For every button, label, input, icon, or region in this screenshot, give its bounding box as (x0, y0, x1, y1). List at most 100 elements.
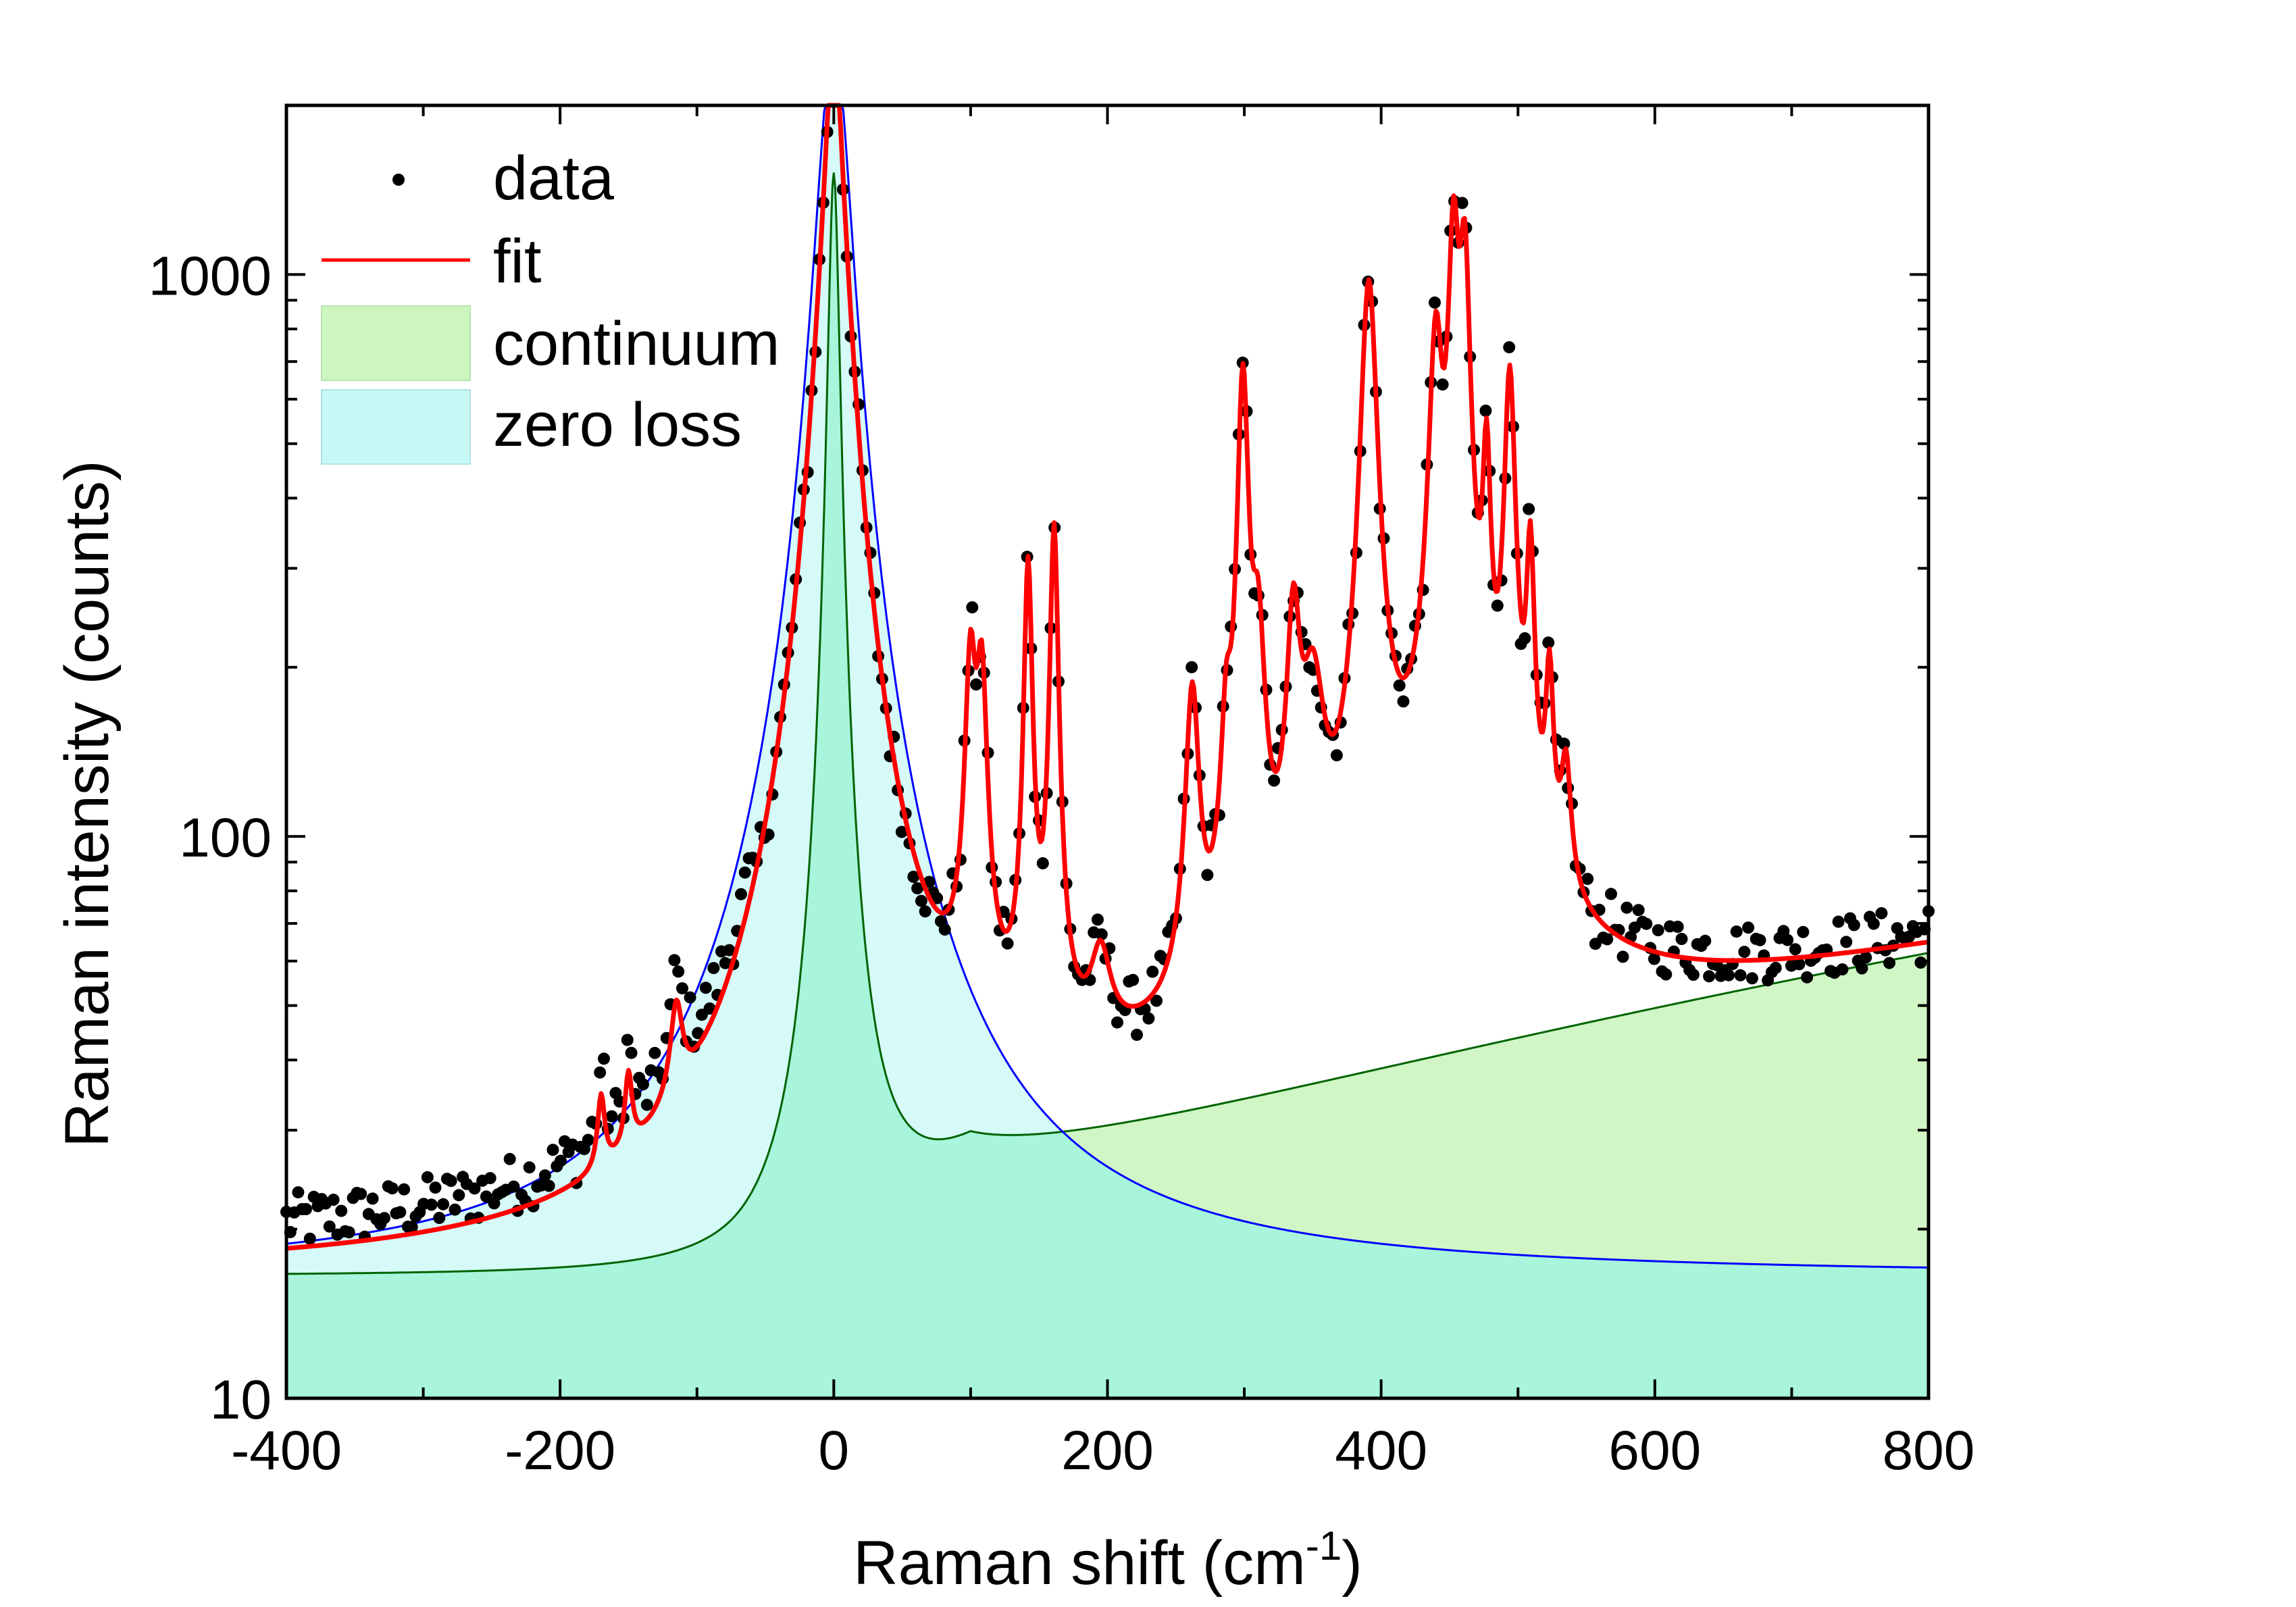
data-point (1456, 197, 1469, 209)
data-point (1914, 956, 1927, 969)
legend-zero-loss-label: zero loss (493, 390, 742, 459)
data-point (1769, 961, 1782, 974)
data-point (1867, 917, 1880, 930)
fit-curve (285, 103, 1930, 1251)
data-point (1832, 915, 1845, 928)
data-point (1268, 774, 1281, 787)
x-tick-label: 0 (819, 1420, 850, 1481)
legend-continuum-label: continuum (493, 309, 780, 378)
data-point (915, 894, 927, 907)
data-point (1730, 925, 1743, 938)
data-point (1330, 749, 1343, 762)
data-point (672, 965, 685, 978)
data-point (1491, 599, 1504, 612)
data-point (1789, 943, 1802, 956)
data-point (970, 678, 983, 691)
data-point (542, 1179, 555, 1192)
x-axis-title-close: ) (1342, 1529, 1362, 1598)
x-tick-label: 600 (1608, 1420, 1701, 1481)
data-point (449, 1203, 461, 1216)
data-point (648, 1046, 661, 1059)
data-point (1111, 1016, 1123, 1029)
data-point (1856, 962, 1868, 975)
data-point (723, 944, 736, 956)
data-point (895, 825, 908, 838)
data-point (1092, 913, 1104, 926)
overlap-fill (286, 172, 1929, 1398)
zero-loss-fill (286, 105, 1929, 1398)
data-point (323, 1220, 336, 1233)
x-tick-label: -400 (231, 1420, 342, 1481)
data-point (1847, 919, 1860, 932)
data-point (931, 892, 944, 904)
data-point (1479, 405, 1492, 417)
x-axis-title-text: Raman shift (cm (853, 1529, 1306, 1598)
data-point (1131, 1028, 1143, 1041)
data-point (433, 1212, 446, 1224)
data-point (1601, 933, 1614, 946)
data-point (1781, 934, 1794, 946)
data-point (335, 1204, 348, 1217)
data-point (421, 1171, 434, 1183)
data-point (1734, 969, 1747, 981)
data-point (911, 882, 924, 894)
y-tick-label: 10 (210, 1369, 272, 1431)
data-point (637, 1078, 649, 1091)
data-point (1616, 950, 1629, 963)
data-point (429, 1181, 442, 1194)
data-point (546, 1144, 559, 1156)
fit-curve-group (285, 103, 1930, 1251)
data-point (1150, 994, 1163, 1007)
data-point (1793, 958, 1806, 971)
data-point (1523, 503, 1535, 515)
data-point (1095, 928, 1108, 941)
data-point (507, 1180, 520, 1193)
data-point (1660, 968, 1673, 981)
data-point (1429, 296, 1441, 309)
data-point (966, 601, 979, 614)
data-point (355, 1188, 367, 1200)
data-point (398, 1183, 411, 1196)
data-point (1745, 972, 1758, 985)
data-point (1605, 888, 1617, 900)
y-axis-title: Raman intensity (counts) (53, 460, 122, 1148)
data-point (437, 1198, 450, 1210)
data-point (640, 1098, 653, 1111)
data-point (1797, 925, 1810, 938)
data-point (453, 1189, 465, 1202)
data-point (394, 1206, 407, 1219)
data-point (1036, 857, 1049, 869)
data-point (703, 1002, 716, 1015)
data-point (699, 981, 712, 994)
x-tick-label: -200 (505, 1420, 615, 1481)
x-axis-title: Raman shift (cm-1) (853, 1523, 1362, 1598)
data-point (468, 1182, 481, 1195)
legend-data-label: data (493, 144, 615, 213)
data-point (303, 1232, 316, 1245)
data-point (425, 1198, 438, 1211)
data-point (300, 1203, 312, 1215)
data-point (555, 1154, 567, 1167)
x-tick-label: 800 (1883, 1420, 1975, 1481)
data-point (738, 866, 751, 879)
axis-ticks (285, 104, 1930, 1400)
data-point (582, 1133, 594, 1146)
data-point (1621, 901, 1633, 914)
data-point (919, 905, 932, 918)
plot-fills (286, 105, 1929, 1398)
axis-tick-labels: -400 -200 0 200 400 600 800 10 100 1000 (149, 245, 1975, 1481)
data-point (1738, 946, 1751, 959)
data-point (1675, 933, 1688, 945)
data-point (676, 982, 688, 995)
data-point (503, 1152, 516, 1165)
data-point (1185, 661, 1198, 673)
x-tick-label: 200 (1061, 1420, 1154, 1481)
data-point (1146, 965, 1159, 978)
data-point (1742, 921, 1755, 934)
continuum-line (286, 172, 1929, 1275)
data-point (907, 871, 920, 883)
data-point (1201, 869, 1214, 882)
data-point (523, 1161, 536, 1174)
data-point (1648, 952, 1660, 965)
data-point (605, 1110, 618, 1123)
